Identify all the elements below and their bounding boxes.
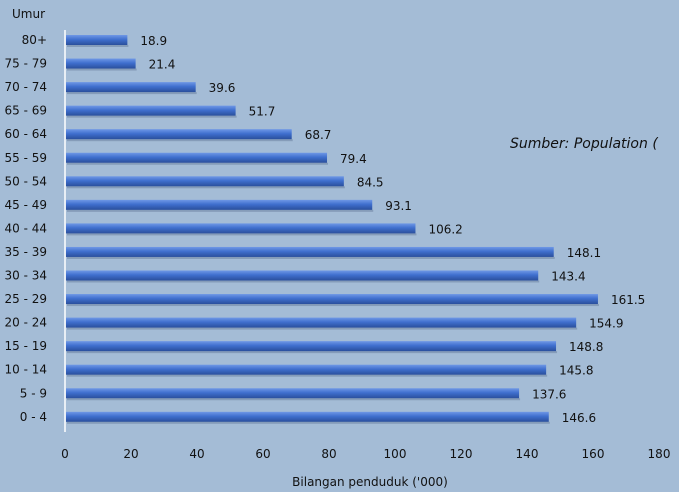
bar-shadow bbox=[67, 162, 329, 165]
bar-shadow bbox=[67, 139, 293, 142]
data-label: 145.8 bbox=[559, 364, 593, 378]
category-label: 60 - 64 bbox=[5, 127, 48, 141]
x-tick-labels: 0 20 40 60 80 100 120 140 160 180 bbox=[61, 447, 670, 461]
bar-shadow bbox=[67, 45, 129, 47]
x-tick-label: 160 bbox=[582, 447, 605, 461]
bar-shadow bbox=[67, 186, 345, 189]
x-tick-label: 20 bbox=[123, 447, 138, 461]
value-labels: 18.9 21.4 39.6 51.7 68.7 79.4 84.593.1 106.2 148… bbox=[140, 34, 645, 425]
bar bbox=[66, 364, 547, 375]
category-label: 5 - 9 bbox=[20, 386, 47, 400]
category-label: 45 - 49 bbox=[5, 198, 48, 212]
source-annotation: Sumber: Population ( bbox=[510, 136, 658, 152]
bar-shadow bbox=[67, 68, 137, 71]
x-tick-label: 0 bbox=[61, 447, 69, 461]
bar-shadow bbox=[67, 209, 374, 212]
bar bbox=[66, 129, 292, 140]
data-label: 161.5 bbox=[611, 293, 645, 307]
bar bbox=[66, 223, 416, 234]
bars-layer bbox=[66, 35, 599, 424]
bar bbox=[66, 199, 373, 210]
bar bbox=[66, 411, 549, 422]
category-label: 75 - 79 bbox=[5, 57, 48, 71]
bar bbox=[66, 82, 196, 93]
bar bbox=[66, 294, 598, 305]
x-tick-label: 140 bbox=[516, 447, 539, 461]
category-label: 55 - 59 bbox=[5, 151, 48, 165]
bar bbox=[66, 270, 539, 281]
category-label: 65 - 69 bbox=[5, 104, 48, 118]
category-label: 70 - 74 bbox=[5, 80, 48, 94]
bar-shadow bbox=[67, 280, 540, 283]
data-label: 146.6 bbox=[562, 411, 596, 425]
category-label: 20 - 24 bbox=[5, 316, 48, 330]
data-label: 148.8 bbox=[569, 340, 603, 354]
data-label: 79.4 bbox=[340, 152, 367, 166]
data-label: 143.4 bbox=[551, 270, 585, 284]
bar bbox=[66, 317, 577, 328]
category-label: 30 - 34 bbox=[5, 269, 48, 283]
category-label: 25 - 29 bbox=[5, 292, 48, 306]
x-tick-label: 120 bbox=[450, 447, 473, 461]
data-label: 154.9 bbox=[589, 317, 623, 331]
x-tick-label: 80 bbox=[321, 447, 336, 461]
bar-shadow bbox=[67, 398, 521, 401]
bar-shadow bbox=[67, 421, 550, 424]
bar bbox=[66, 388, 520, 399]
x-tick-label: 60 bbox=[255, 447, 270, 461]
data-label: 148.1 bbox=[567, 246, 601, 260]
category-label: 0 - 4 bbox=[20, 410, 47, 424]
category-label: 40 - 44 bbox=[5, 221, 48, 235]
data-label: 18.9 bbox=[140, 34, 167, 48]
category-label: 10 - 14 bbox=[5, 363, 48, 377]
bar bbox=[66, 35, 128, 45]
x-tick-label: 100 bbox=[384, 447, 407, 461]
bar bbox=[66, 176, 344, 187]
bar-shadow bbox=[67, 351, 558, 354]
bar bbox=[66, 58, 136, 69]
data-label: 106.2 bbox=[428, 222, 462, 236]
data-label: 39.6 bbox=[209, 81, 236, 95]
data-label: 84.5 bbox=[357, 175, 384, 189]
bar-shadow bbox=[67, 327, 578, 330]
x-tick-label: 180 bbox=[648, 447, 671, 461]
data-label: 68.7 bbox=[305, 128, 332, 142]
bar-shadow bbox=[67, 256, 555, 259]
category-label: 80+ bbox=[22, 33, 47, 47]
bar bbox=[66, 341, 557, 352]
x-tick-label: 40 bbox=[189, 447, 204, 461]
bar bbox=[66, 105, 236, 116]
data-label: 93.1 bbox=[385, 199, 412, 213]
bar-shadow bbox=[67, 304, 599, 307]
data-label: 21.4 bbox=[149, 58, 176, 72]
data-label: 137.6 bbox=[532, 387, 566, 401]
category-label: 15 - 19 bbox=[5, 339, 48, 353]
bar bbox=[66, 246, 554, 257]
category-label: 50 - 54 bbox=[5, 174, 48, 188]
bar-shadow bbox=[67, 374, 548, 377]
category-label: 35 - 39 bbox=[5, 245, 48, 259]
bar-shadow bbox=[67, 115, 237, 118]
bar-shadow bbox=[67, 92, 197, 95]
category-labels: 80+ 75 - 79 70 - 74 65 - 69 60 - 64 55 - 59 50… bbox=[5, 33, 48, 424]
data-label: 51.7 bbox=[249, 105, 276, 119]
x-axis-title: Bilangan penduduk ('000) bbox=[292, 475, 448, 489]
y-axis-title: Umur bbox=[12, 7, 45, 21]
bar-shadow bbox=[67, 233, 417, 236]
bar bbox=[66, 152, 328, 163]
